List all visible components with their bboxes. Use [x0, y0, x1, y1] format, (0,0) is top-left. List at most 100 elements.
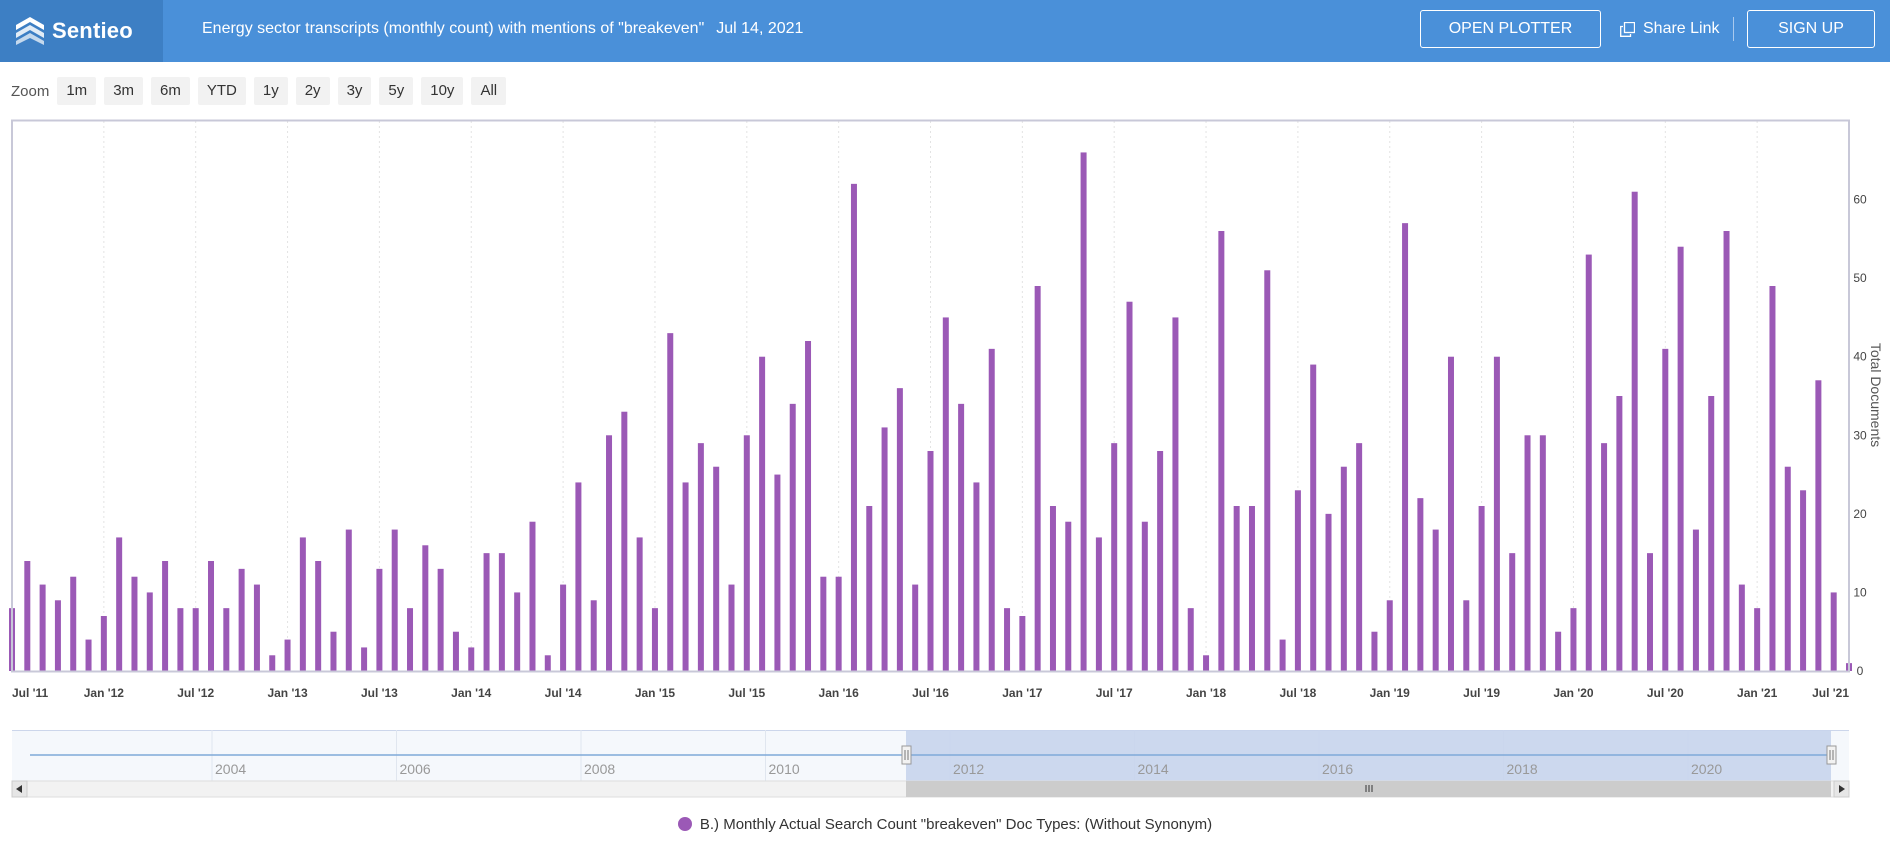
bar[interactable]	[1646, 553, 1653, 671]
bar[interactable]	[498, 553, 505, 671]
bar[interactable]	[805, 341, 812, 671]
bar[interactable]	[1524, 435, 1531, 671]
bar[interactable]	[1585, 254, 1592, 672]
scroll-left-button[interactable]	[11, 780, 28, 798]
bar[interactable]	[468, 647, 475, 671]
bar[interactable]	[177, 608, 184, 671]
bar[interactable]	[1080, 152, 1087, 671]
bar[interactable]	[1356, 443, 1363, 671]
bar[interactable]	[1203, 655, 1210, 671]
scroll-right-button[interactable]	[1833, 780, 1850, 798]
bar[interactable]	[1264, 270, 1271, 671]
bar[interactable]	[850, 183, 857, 671]
bar[interactable]	[452, 631, 459, 671]
bar[interactable]	[131, 576, 138, 671]
bar[interactable]	[1493, 356, 1500, 671]
bar[interactable]	[529, 521, 536, 671]
bar[interactable]	[223, 608, 230, 671]
bar[interactable]	[1417, 498, 1424, 671]
bar[interactable]	[1692, 529, 1699, 671]
bar[interactable]	[713, 466, 720, 671]
bar[interactable]	[1447, 356, 1454, 671]
zoom-10y-button[interactable]: 10y	[421, 77, 464, 105]
bar[interactable]	[70, 576, 77, 671]
zoom-all-button[interactable]: All	[471, 77, 507, 105]
bar[interactable]	[1677, 246, 1684, 671]
bar[interactable]	[1616, 396, 1623, 671]
bar[interactable]	[1126, 301, 1133, 671]
bar[interactable]	[238, 568, 245, 671]
bar[interactable]	[1019, 616, 1026, 671]
bar[interactable]	[590, 600, 597, 671]
bar[interactable]	[1601, 443, 1608, 671]
bar[interactable]	[1662, 348, 1669, 671]
bar[interactable]	[1539, 435, 1546, 671]
bar[interactable]	[1111, 443, 1118, 671]
sign-up-button[interactable]: SIGN UP	[1747, 10, 1875, 48]
bar[interactable]	[146, 592, 153, 671]
bar[interactable]	[1754, 608, 1761, 671]
bar[interactable]	[39, 584, 46, 671]
bar[interactable]	[376, 568, 383, 671]
logo[interactable]: Sentieo	[0, 0, 163, 62]
bar[interactable]	[1555, 631, 1562, 671]
bar[interactable]	[1769, 286, 1776, 671]
bar[interactable]	[192, 608, 199, 671]
bar[interactable]	[927, 451, 934, 671]
bar[interactable]	[24, 561, 31, 671]
bar[interactable]	[743, 435, 750, 671]
bar[interactable]	[208, 561, 215, 671]
bar[interactable]	[1830, 592, 1837, 671]
bar[interactable]	[391, 529, 398, 671]
legend[interactable]: B.) Monthly Actual Search Count "breakev…	[0, 816, 1890, 833]
bar[interactable]	[116, 537, 123, 671]
bar[interactable]	[85, 639, 92, 671]
bar[interactable]	[1631, 191, 1638, 671]
bar[interactable]	[697, 443, 704, 671]
zoom-2y-button[interactable]: 2y	[295, 77, 330, 105]
bar[interactable]	[667, 333, 674, 671]
bar[interactable]	[759, 356, 766, 671]
bar[interactable]	[774, 474, 781, 671]
bar[interactable]	[1386, 600, 1393, 671]
bar[interactable]	[284, 639, 291, 671]
bar[interactable]	[330, 631, 337, 671]
bar[interactable]	[1723, 231, 1730, 671]
navigator[interactable]: 2004 2006 2008 2010 2012 2014 2016 2018 2020	[11, 730, 1850, 798]
bar[interactable]	[422, 545, 429, 671]
bar[interactable]	[1065, 521, 1072, 671]
bar[interactable]	[789, 403, 796, 671]
bar[interactable]	[1095, 537, 1102, 671]
navigator-left-handle[interactable]	[901, 745, 912, 765]
bar[interactable]	[1708, 396, 1715, 671]
bar[interactable]	[269, 655, 276, 671]
bar[interactable]	[315, 561, 322, 671]
bar[interactable]	[1800, 490, 1807, 671]
bar[interactable]	[728, 584, 735, 671]
bar[interactable]	[1784, 466, 1791, 671]
zoom-ytd-button[interactable]: YTD	[197, 77, 246, 105]
bar[interactable]	[682, 482, 689, 671]
open-plotter-button[interactable]: OPEN PLOTTER	[1420, 10, 1601, 48]
bar[interactable]	[1570, 608, 1577, 671]
bar[interactable]	[1248, 506, 1255, 671]
bar[interactable]	[253, 584, 260, 671]
bar[interactable]	[1187, 608, 1194, 671]
zoom-3m-button[interactable]: 3m	[104, 77, 144, 105]
bar[interactable]	[299, 537, 306, 671]
bar[interactable]	[973, 482, 980, 671]
bar[interactable]	[1294, 490, 1301, 671]
navigator-selection[interactable]	[906, 730, 1831, 782]
bar[interactable]	[1402, 223, 1409, 671]
bar[interactable]	[1218, 231, 1225, 671]
bar[interactable]	[345, 529, 352, 671]
bar[interactable]	[361, 647, 368, 671]
navigator-right-handle[interactable]	[1826, 745, 1837, 765]
bar[interactable]	[820, 576, 827, 671]
bar[interactable]	[1034, 286, 1041, 671]
bar[interactable]	[1371, 631, 1378, 671]
zoom-5y-button[interactable]: 5y	[379, 77, 414, 105]
bar[interactable]	[544, 655, 551, 671]
bar[interactable]	[483, 553, 490, 671]
bar[interactable]	[606, 435, 613, 671]
